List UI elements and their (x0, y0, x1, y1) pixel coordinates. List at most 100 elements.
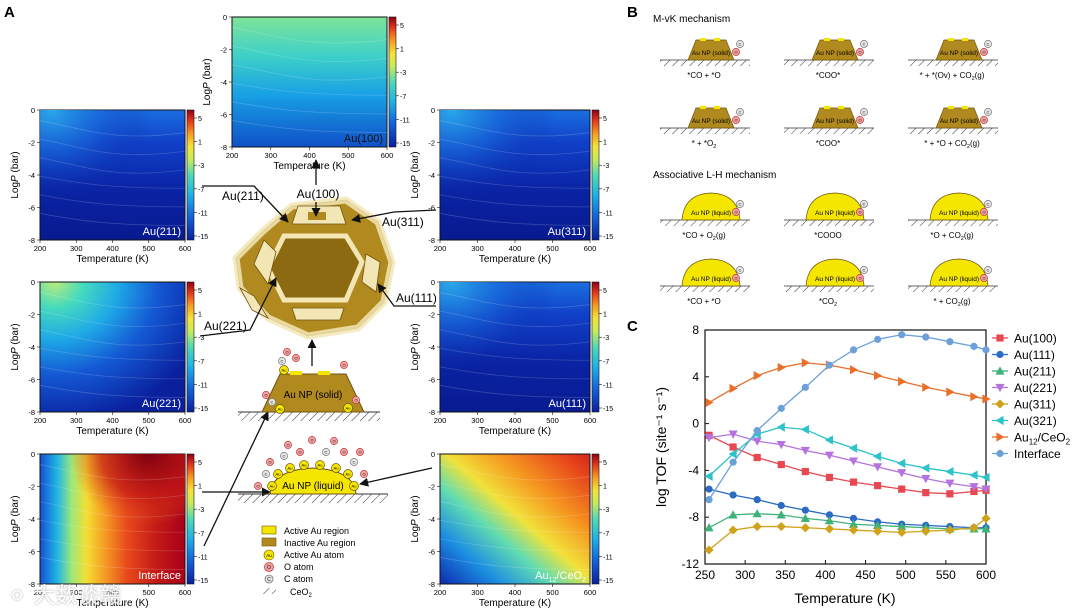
svg-text:Au: Au (318, 463, 323, 468)
svg-text:Au NP (liquid): Au NP (liquid) (815, 210, 855, 217)
x-tick-label: 450 (856, 568, 876, 582)
legend-au-glyph: Au (266, 553, 272, 558)
o-atom: O (340, 448, 348, 456)
x-tick-label: 250 (695, 568, 715, 582)
data-point (873, 451, 882, 461)
y-tick-label: 4 (692, 370, 699, 384)
data-point (897, 527, 907, 538)
svg-text:O: O (264, 393, 267, 398)
y-tick-label: -2 (428, 139, 435, 148)
o-atom: O (283, 348, 291, 356)
au-atom: Au (275, 404, 285, 414)
data-point (753, 453, 761, 462)
o-atom: O (308, 436, 316, 444)
colorbar-tick-label: -7 (603, 531, 609, 538)
svg-text:O: O (982, 276, 985, 281)
colorbar (186, 453, 195, 585)
x-tick-label: 200 (34, 416, 47, 425)
contour-line (39, 347, 186, 361)
svg-text:O: O (342, 363, 345, 368)
contour-line (439, 120, 591, 137)
mvk-scheme-2: Au NP (solid) OC *COO* (784, 38, 874, 80)
legend-marker (995, 366, 1005, 375)
x-tick-label: 400 (106, 588, 119, 597)
data-point (800, 523, 810, 533)
y-tick-label: -12 (682, 557, 700, 571)
y-tick-label: -8 (688, 510, 699, 524)
x-tick-label: 400 (509, 244, 522, 253)
y-tick-label: -8 (428, 236, 435, 245)
colorbar-tick-label: -7 (198, 359, 204, 366)
data-point (982, 346, 990, 354)
colorbar-tick-label: -7 (198, 531, 204, 538)
data-point (898, 331, 906, 339)
c-atom: C (262, 470, 270, 478)
y-tick-label: -8 (28, 408, 35, 417)
contour-line (39, 138, 186, 156)
au-atom: Au (299, 460, 309, 470)
mvk-title: M-vK mechanism (653, 14, 730, 25)
data-point (801, 467, 809, 476)
map-xlabel: Temperature (K) (479, 254, 551, 265)
o-atom: O (284, 441, 292, 449)
data-point (704, 434, 714, 443)
colorbar-tick-label: 1 (400, 47, 404, 54)
data-point (825, 511, 834, 519)
svg-text:Au NP (solid): Au NP (solid) (940, 50, 978, 57)
data-point (777, 460, 785, 469)
svg-text:O: O (358, 450, 361, 455)
svg-text:* + *O2: * + *O2 (692, 139, 717, 150)
legend-inactive-region: Inactive Au region (284, 538, 356, 548)
data-point (705, 397, 714, 408)
data-point (801, 506, 809, 514)
o-atom: O (732, 274, 740, 282)
lh-scheme-2: Au NP (liquid) OC *COOO (784, 192, 874, 240)
data-point (969, 470, 978, 480)
contour-line (439, 213, 591, 226)
o-atom: O (330, 437, 338, 445)
legend-marker (996, 350, 1004, 359)
map-title-au221: Au(221) (142, 398, 181, 410)
contour-highlight (440, 282, 590, 412)
contour-line (231, 101, 388, 115)
c-atom: C (860, 266, 868, 274)
y-tick-label: -8 (428, 408, 435, 417)
x-tick-label: 300 (471, 244, 484, 253)
svg-text:O: O (734, 50, 737, 55)
o-atom: O (352, 396, 360, 404)
data-point (921, 526, 931, 536)
o-atom: O (980, 208, 988, 216)
colorbar (591, 109, 600, 241)
c-atom: C (268, 398, 276, 406)
svg-text:Au: Au (352, 484, 357, 489)
au-atom: Au (331, 463, 341, 473)
svg-text:C: C (739, 110, 742, 115)
au-atom: Au (267, 481, 277, 491)
data-point (801, 383, 809, 391)
callout-au311: Au(311) (382, 215, 424, 229)
svg-text:* + *O + CO2(g): * + *O + CO2(g) (924, 139, 980, 150)
colorbar-tick-label: 5 (603, 116, 607, 123)
c-atom: C (984, 108, 992, 116)
data-point (848, 443, 858, 453)
svg-text:Au NP (liquid): Au NP (liquid) (815, 276, 855, 283)
mvk-scheme-5: Au NP (solid) OC *COO* (784, 106, 874, 148)
cluster-callouts: Au(100) Au(211) Au(311) Au(111) Au(221) (199, 159, 437, 547)
o-atom: O (732, 208, 740, 216)
svg-text:C: C (987, 110, 990, 115)
colorbar-tick-label: 5 (198, 116, 202, 123)
o-atom: O (980, 274, 988, 282)
map-xlabel: Temperature (K) (479, 426, 551, 437)
legend-entry: Au(211) (992, 365, 1056, 379)
contour-line (39, 464, 186, 481)
colorbar-tick-label: 1 (603, 312, 607, 319)
x-tick-label: 300 (70, 244, 83, 253)
data-point (874, 371, 883, 381)
mvk-scheme-3: Au NP (solid) OC * + *(Ov) + CO2(g) (908, 38, 998, 82)
legend-label: Interface (1014, 447, 1061, 461)
svg-text:O: O (734, 276, 737, 281)
data-point (825, 361, 834, 369)
y-tick-label: -6 (28, 376, 35, 385)
x-tick-label: 200 (226, 151, 239, 160)
